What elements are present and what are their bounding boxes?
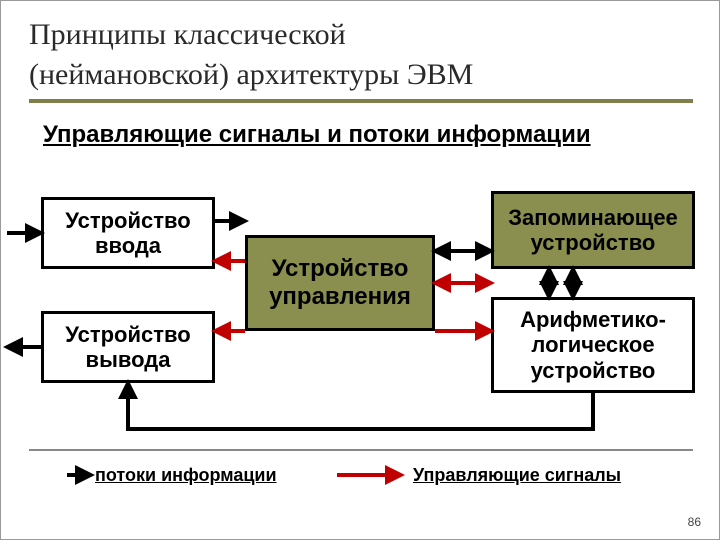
box-alu-label: Арифметико- логическое устройство bbox=[520, 307, 666, 383]
box-memory: Запоминающее устройство bbox=[491, 191, 695, 269]
box-output-device: Устройство вывода bbox=[41, 311, 215, 383]
box-control-unit: Устройство управления bbox=[245, 235, 435, 331]
box-input-label: Устройство ввода bbox=[65, 208, 190, 259]
legend-control-label: Управляющие сигналы bbox=[413, 465, 621, 486]
title-rule bbox=[29, 99, 693, 103]
page-number: 86 bbox=[688, 515, 701, 529]
subtitle: Управляющие сигналы и потоки информации bbox=[43, 121, 591, 149]
box-output-label: Устройство вывода bbox=[65, 322, 190, 373]
title-line2: (неймановской) архитектуры ЭВМ bbox=[29, 58, 473, 91]
box-input-device: Устройство ввода bbox=[41, 197, 215, 269]
box-alu: Арифметико- логическое устройство bbox=[491, 297, 695, 393]
box-memory-label: Запоминающее устройство bbox=[508, 205, 678, 256]
box-control-label: Устройство управления bbox=[269, 255, 411, 310]
title-line1: Принципы классической bbox=[29, 18, 346, 51]
slide: Принципы классической (неймановской) арх… bbox=[0, 0, 720, 540]
legend-flow-label: потоки информации bbox=[95, 465, 277, 486]
legend-rule bbox=[29, 449, 693, 451]
slide-title: Принципы классической (неймановской) арх… bbox=[29, 15, 473, 95]
